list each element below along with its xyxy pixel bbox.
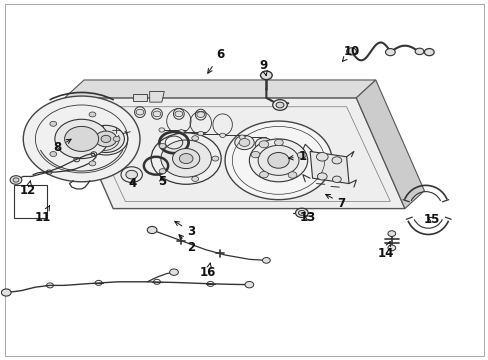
Text: 15: 15 — [423, 213, 439, 226]
Circle shape — [272, 100, 287, 111]
Polygon shape — [132, 94, 147, 102]
Circle shape — [424, 49, 433, 56]
Circle shape — [179, 154, 193, 163]
Circle shape — [298, 210, 305, 215]
Text: 1: 1 — [288, 150, 306, 163]
Circle shape — [50, 152, 57, 157]
Circle shape — [259, 141, 268, 148]
Circle shape — [316, 153, 327, 161]
Text: 13: 13 — [299, 211, 315, 224]
Polygon shape — [309, 152, 348, 184]
Circle shape — [317, 173, 326, 180]
Circle shape — [147, 226, 157, 234]
Circle shape — [262, 257, 270, 263]
Circle shape — [297, 152, 305, 158]
Polygon shape — [64, 80, 375, 98]
Circle shape — [101, 135, 111, 143]
Circle shape — [55, 119, 108, 158]
Circle shape — [169, 269, 178, 275]
Text: 5: 5 — [158, 175, 165, 188]
Circle shape — [10, 176, 22, 184]
Circle shape — [260, 71, 272, 80]
Circle shape — [23, 96, 140, 182]
Circle shape — [224, 121, 331, 200]
Circle shape — [211, 156, 218, 161]
Circle shape — [249, 139, 307, 182]
Circle shape — [125, 170, 137, 179]
Circle shape — [276, 102, 284, 108]
Circle shape — [64, 126, 99, 152]
Circle shape — [153, 111, 161, 117]
Circle shape — [274, 139, 283, 146]
Circle shape — [159, 128, 164, 132]
Circle shape — [239, 135, 244, 139]
Circle shape — [267, 153, 288, 168]
Circle shape — [50, 121, 57, 126]
Circle shape — [87, 125, 124, 153]
Text: 16: 16 — [200, 263, 216, 279]
Circle shape — [385, 49, 394, 56]
Text: 6: 6 — [207, 49, 224, 73]
Circle shape — [234, 135, 254, 150]
Text: 7: 7 — [325, 194, 345, 210]
Circle shape — [197, 112, 204, 117]
Circle shape — [258, 145, 298, 175]
Circle shape — [198, 131, 203, 136]
Text: 2: 2 — [179, 235, 195, 255]
Circle shape — [136, 109, 143, 115]
Circle shape — [244, 282, 253, 288]
Circle shape — [239, 139, 249, 147]
Circle shape — [89, 161, 96, 166]
Text: 11: 11 — [35, 206, 51, 224]
Circle shape — [251, 151, 259, 158]
Text: 10: 10 — [342, 45, 359, 61]
Circle shape — [172, 149, 200, 168]
Bar — [14, 185, 46, 217]
Circle shape — [89, 112, 96, 117]
Polygon shape — [356, 80, 424, 208]
Text: 14: 14 — [377, 241, 393, 260]
Text: 12: 12 — [20, 181, 36, 197]
Circle shape — [191, 136, 198, 141]
Circle shape — [259, 171, 268, 178]
Circle shape — [387, 231, 395, 237]
Circle shape — [219, 133, 225, 138]
Text: 9: 9 — [259, 59, 267, 76]
Circle shape — [295, 208, 307, 217]
Circle shape — [287, 161, 293, 166]
Text: 8: 8 — [53, 139, 71, 154]
Polygon shape — [149, 91, 164, 102]
Circle shape — [346, 48, 356, 55]
Circle shape — [287, 172, 296, 178]
Circle shape — [175, 111, 183, 117]
Polygon shape — [64, 98, 404, 208]
Circle shape — [13, 178, 19, 182]
Circle shape — [387, 245, 395, 251]
Text: 3: 3 — [174, 221, 195, 238]
Circle shape — [159, 169, 165, 174]
Circle shape — [178, 130, 184, 134]
Circle shape — [332, 176, 341, 183]
Circle shape — [1, 289, 11, 296]
Circle shape — [151, 133, 221, 184]
Circle shape — [331, 157, 341, 164]
Circle shape — [113, 136, 120, 141]
Circle shape — [95, 131, 116, 147]
Circle shape — [191, 176, 198, 181]
Circle shape — [255, 138, 272, 151]
Text: 4: 4 — [128, 177, 137, 190]
Circle shape — [121, 167, 142, 183]
Circle shape — [161, 140, 211, 177]
Circle shape — [159, 144, 165, 148]
Circle shape — [414, 48, 423, 55]
